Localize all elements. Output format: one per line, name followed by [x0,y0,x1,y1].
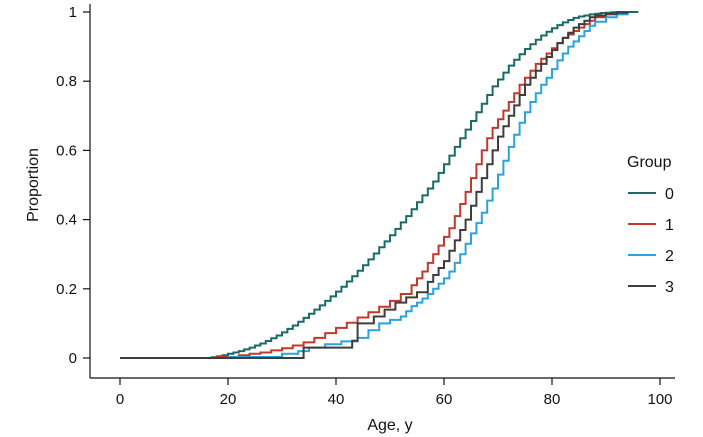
legend-label-3: 3 [665,279,674,296]
series-line-1 [120,12,629,359]
legend-label-0: 0 [665,186,674,203]
x-ticks: 0 20 40 60 80 100 [116,378,673,408]
y-tick-label: 0.4 [56,212,77,229]
y-tick-label: 0 [69,350,77,367]
legend-title: Group [627,154,672,171]
x-tick-label: 20 [220,391,237,408]
y-tick-label: 0.6 [56,142,77,159]
x-tick-label: 40 [328,391,345,408]
series-line-3 [120,11,629,359]
y-tick-label: 0.8 [56,73,77,90]
legend-label-2: 2 [665,248,674,265]
x-tick-label: 60 [436,391,453,408]
series-line-0 [120,11,639,359]
legend-label-1: 1 [665,217,674,234]
y-axis-title: Proportion [25,148,42,222]
series-layer [120,11,639,359]
y-tick-label: 1 [69,4,77,21]
x-tick-label: 80 [544,391,561,408]
legend: Group 0 1 2 3 [627,154,674,296]
x-tick-label: 0 [116,391,124,408]
x-axis-title: Age, y [367,417,412,434]
y-ticks: 0 0.2 0.4 0.6 0.8 1 [56,4,90,367]
x-tick-label: 100 [647,391,672,408]
series-line-2 [120,12,629,359]
y-tick-label: 0.2 [56,281,77,298]
